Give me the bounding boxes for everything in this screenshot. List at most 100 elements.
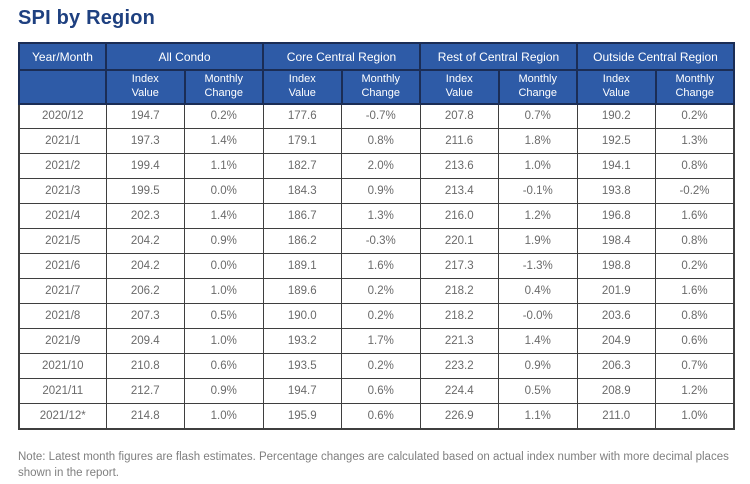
value-cell: 196.8 (576, 203, 656, 229)
table-row: 2021/12* 214.8 1.0% 195.9 0.6% 226.9 1.1% 211.0… (18, 403, 735, 430)
value-cell: 1.0% (184, 403, 264, 430)
value-cell: 220.1 (419, 228, 499, 254)
value-cell: 1.0% (184, 328, 264, 354)
value-cell: 1.0% (498, 153, 578, 179)
value-cell: 0.2% (655, 103, 735, 129)
value-cell: 1.0% (184, 278, 264, 304)
year-month-cell: 2021/5 (18, 228, 107, 254)
value-cell: 210.8 (105, 353, 185, 379)
table-row: 2020/12 194.7 0.2% 177.6 -0.7% 207.8 0.7% 190.2… (18, 103, 735, 129)
table-row: 2021/9 209.4 1.0% 193.2 1.7% 221.3 1.4% 204.9 0.… (18, 328, 735, 354)
value-cell: 0.6% (341, 403, 421, 430)
year-month-cell: 2021/11 (18, 378, 107, 404)
subheader-monthly-change: Monthly Change (183, 69, 264, 105)
group-header-row: Year/Month All Condo Core Central Region… (18, 42, 735, 71)
value-cell: 203.6 (576, 303, 656, 329)
year-month-header: Year/Month (18, 42, 107, 71)
value-cell: 184.3 (262, 178, 342, 204)
value-cell: 216.0 (419, 203, 499, 229)
value-cell: 0.2% (341, 303, 421, 329)
value-cell: 1.6% (655, 203, 735, 229)
year-month-cell: 2021/1 (18, 128, 107, 154)
value-cell: 190.2 (576, 103, 656, 129)
value-cell: 204.2 (105, 228, 185, 254)
value-cell: 189.6 (262, 278, 342, 304)
value-cell: 192.5 (576, 128, 656, 154)
value-cell: 201.9 (576, 278, 656, 304)
value-cell: 1.9% (498, 228, 578, 254)
year-month-cell: 2021/3 (18, 178, 107, 204)
table-row: 2021/5 204.2 0.9% 186.2 -0.3% 220.1 1.9% 198.4 0… (18, 228, 735, 254)
value-cell: 179.1 (262, 128, 342, 154)
subheader-monthly-change: Monthly Change (340, 69, 421, 105)
value-cell: 202.3 (105, 203, 185, 229)
value-cell: 213.6 (419, 153, 499, 179)
value-cell: 223.2 (419, 353, 499, 379)
value-cell: 0.9% (184, 378, 264, 404)
value-cell: 0.2% (655, 253, 735, 279)
year-month-spacer (18, 69, 107, 105)
year-month-cell: 2021/10 (18, 353, 107, 379)
value-cell: 1.6% (341, 253, 421, 279)
value-cell: 208.9 (576, 378, 656, 404)
value-cell: 0.9% (184, 228, 264, 254)
year-month-cell: 2020/12 (18, 103, 107, 129)
value-cell: 182.7 (262, 153, 342, 179)
value-cell: 213.4 (419, 178, 499, 204)
group-header-core-central-region: Core Central Region (262, 42, 421, 71)
value-cell: -0.0% (498, 303, 578, 329)
value-cell: 212.7 (105, 378, 185, 404)
table-header: Year/Month All Condo Core Central Region… (18, 42, 735, 105)
sub-header-row: Index Value Monthly Change Index Value M… (18, 69, 735, 105)
value-cell: 0.8% (341, 128, 421, 154)
value-cell: 1.4% (184, 203, 264, 229)
value-cell: 204.2 (105, 253, 185, 279)
spi-region-table: Year/Month All Condo Core Central Region… (18, 42, 735, 430)
value-cell: 209.4 (105, 328, 185, 354)
value-cell: 1.1% (498, 403, 578, 430)
table-row: 2021/1 197.3 1.4% 179.1 0.8% 211.6 1.8% 192.5 1.… (18, 128, 735, 154)
value-cell: 207.8 (419, 103, 499, 129)
value-cell: 1.7% (341, 328, 421, 354)
value-cell: 1.4% (498, 328, 578, 354)
year-month-cell: 2021/9 (18, 328, 107, 354)
group-header-outside-central-region: Outside Central Region (576, 42, 735, 71)
table-note: Note: Latest month figures are flash est… (18, 450, 729, 479)
year-month-cell: 2021/4 (18, 203, 107, 229)
value-cell: -0.7% (341, 103, 421, 129)
value-cell: 218.2 (419, 303, 499, 329)
value-cell: 0.2% (184, 103, 264, 129)
value-cell: 0.9% (498, 353, 578, 379)
value-cell: 193.2 (262, 328, 342, 354)
value-cell: 194.7 (262, 378, 342, 404)
value-cell: 199.4 (105, 153, 185, 179)
value-cell: 194.7 (105, 103, 185, 129)
subheader-monthly-change: Monthly Change (654, 69, 735, 105)
value-cell: 0.6% (184, 353, 264, 379)
subheader-index-value: Index Value (262, 69, 343, 105)
value-cell: 1.1% (184, 153, 264, 179)
group-header-all-condo: All Condo (105, 42, 264, 71)
value-cell: 1.2% (655, 378, 735, 404)
value-cell: 1.3% (655, 128, 735, 154)
value-cell: 1.8% (498, 128, 578, 154)
value-cell: 194.1 (576, 153, 656, 179)
value-cell: 199.5 (105, 178, 185, 204)
value-cell: 1.6% (655, 278, 735, 304)
value-cell: 226.9 (419, 403, 499, 430)
value-cell: 0.0% (184, 178, 264, 204)
table-row: 2021/3 199.5 0.0% 184.3 0.9% 213.4 -0.1% 193.8-… (18, 178, 735, 204)
table-row: 2021/2 199.4 1.1% 182.7 2.0% 213.6 1.0% 194.1 0.… (18, 153, 735, 179)
value-cell: 190.0 (262, 303, 342, 329)
value-cell: 1.0% (655, 403, 735, 430)
year-month-cell: 2021/12* (18, 403, 107, 430)
value-cell: 198.4 (576, 228, 656, 254)
table-row: 2021/8 207.3 0.5% 190.0 0.2% 218.2 -0.0% 203.6 0… (18, 303, 735, 329)
value-cell: 207.3 (105, 303, 185, 329)
value-cell: 0.9% (341, 178, 421, 204)
value-cell: 206.2 (105, 278, 185, 304)
value-cell: 224.4 (419, 378, 499, 404)
value-cell: 193.8 (576, 178, 656, 204)
value-cell: 0.4% (498, 278, 578, 304)
